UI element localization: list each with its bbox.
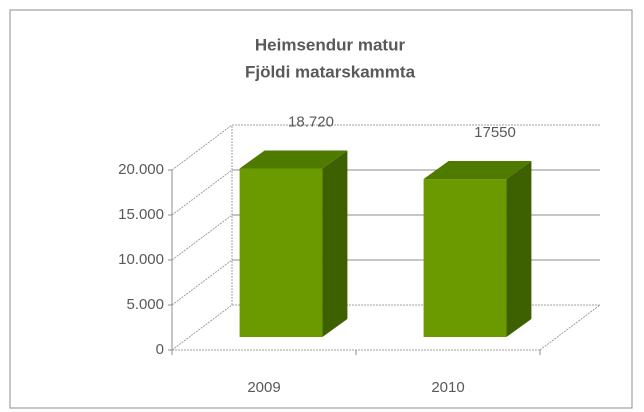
chart-title: Heimsendur matur	[255, 35, 406, 54]
chart-subtitle: Fjöldi matarskammta	[245, 62, 416, 81]
wall-line	[171, 214, 233, 261]
bar	[423, 179, 507, 337]
value-label: 17550	[474, 124, 516, 141]
y-tick-label: 0	[156, 341, 164, 358]
bar-side	[506, 161, 532, 337]
y-tick-label: 10.000	[118, 251, 164, 268]
wall-line	[171, 124, 233, 171]
x-tick-label: 2009	[247, 379, 280, 396]
bar	[239, 168, 323, 337]
bar-side	[322, 150, 348, 337]
y-tick-label: 5.000	[126, 296, 164, 313]
bar-top	[423, 161, 532, 180]
value-label: 18.720	[288, 113, 334, 130]
wall-line	[171, 259, 233, 306]
floor-side	[539, 304, 601, 351]
x-tick-label: 2010	[431, 379, 464, 396]
bar-top	[239, 150, 348, 169]
y-tick-label: 20.000	[118, 161, 164, 178]
y-tick-label: 15.000	[118, 206, 164, 223]
wall-line	[171, 304, 233, 351]
wall-line	[171, 169, 233, 216]
